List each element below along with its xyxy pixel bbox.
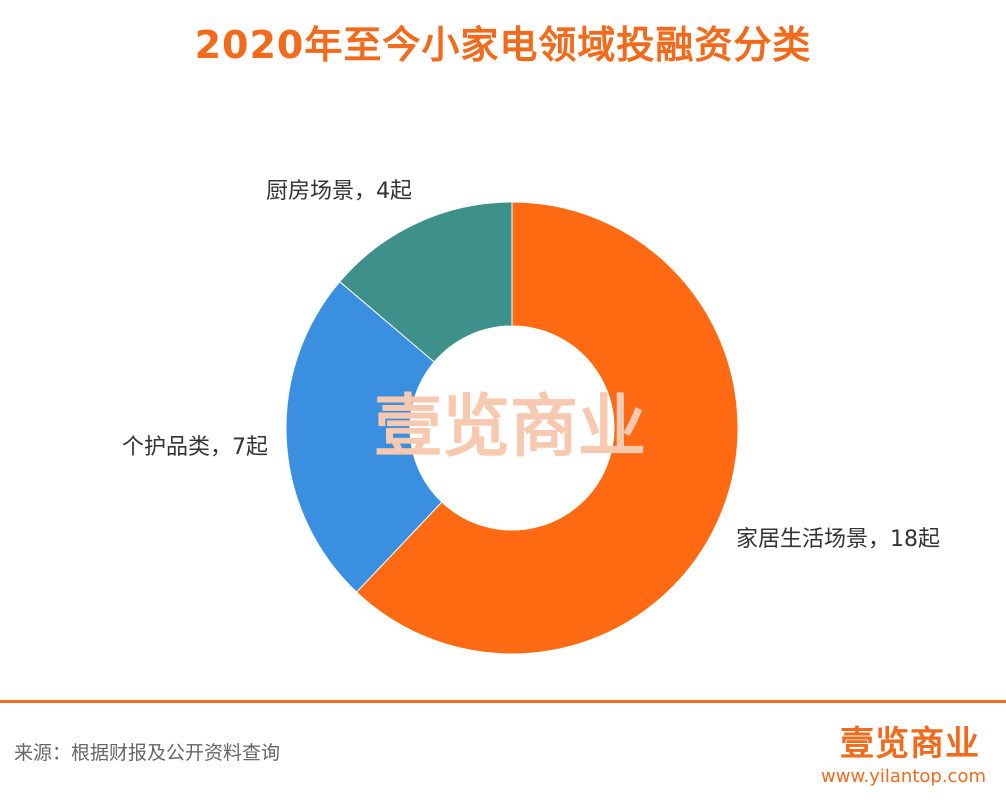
slice-label-3: 厨房场景，4起	[266, 179, 412, 204]
chart-title: 2020年至今小家电领域投融资分类	[194, 23, 812, 67]
slice-label-2: 个护品类，7起	[122, 435, 268, 460]
footer-divider	[0, 700, 1006, 703]
donut-labels: 家居生活场景，18起 个护品类，7起 厨房场景，4起	[122, 179, 940, 552]
donut-slices	[285, 201, 739, 655]
brand-logo: 壹览商业	[840, 724, 980, 764]
donut-chart: 家居生活场景，18起 个护品类，7起 厨房场景，4起 壹览商业	[122, 179, 940, 655]
source-note: 来源：根据财报及公开资料查询	[14, 742, 281, 764]
slice-label-1: 家居生活场景，18起	[736, 527, 940, 552]
donut-slice-3	[339, 201, 513, 363]
watermark: 壹览商业	[374, 388, 646, 467]
donut-slice-2	[285, 280, 443, 593]
brand-url: www.yilantop.com	[821, 766, 986, 787]
donut-slice-1	[355, 201, 739, 655]
